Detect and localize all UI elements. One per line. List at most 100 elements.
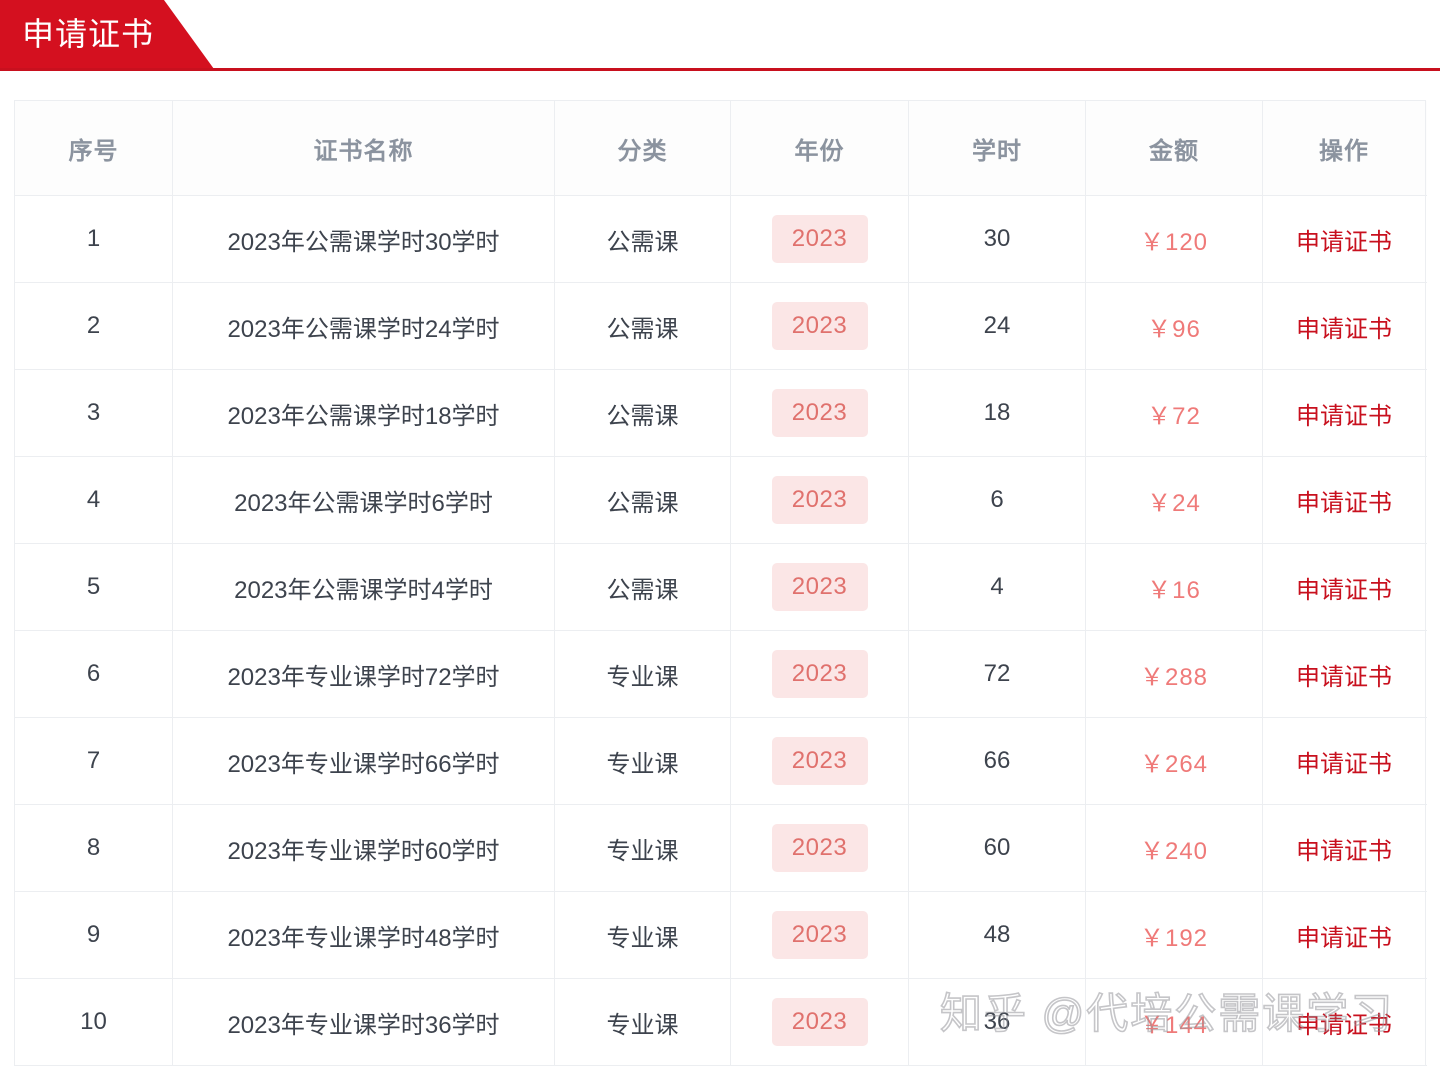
certificate-table: 序号 证书名称 分类 年份 学时 金额 操作 1 2023年公需课学时30学时 … xyxy=(14,100,1427,1066)
apply-certificate-link[interactable]: 申请证书 xyxy=(1296,837,1392,865)
cell-category: 公需课 xyxy=(555,196,731,282)
table-row: 7 2023年专业课学时66学时 专业课 2023 66 ￥264 申请证书 xyxy=(15,718,1427,805)
page-title: 申请证书 xyxy=(22,16,155,52)
cell-name: 2023年专业课学时72学时 xyxy=(173,631,555,717)
cell-year: 2023 xyxy=(731,892,909,978)
cell-hours: 24 xyxy=(909,283,1086,369)
year-badge: 2023 xyxy=(771,911,868,959)
cell-index: 8 xyxy=(15,805,173,891)
cell-category: 专业课 xyxy=(555,979,731,1065)
table-row: 9 2023年专业课学时48学时 专业课 2023 48 ￥192 申请证书 xyxy=(15,892,1427,979)
amount-text: ￥240 xyxy=(1139,837,1209,865)
cell-name: 2023年公需课学时6学时 xyxy=(173,457,555,543)
cell-hours: 18 xyxy=(909,370,1086,456)
cell-name: 2023年专业课学时66学时 xyxy=(173,718,555,804)
cell-amount: ￥192 xyxy=(1086,892,1263,978)
column-header-year: 年份 xyxy=(731,101,909,195)
cell-amount: ￥240 xyxy=(1086,805,1263,891)
cell-action: 申请证书 xyxy=(1263,196,1426,282)
apply-certificate-link[interactable]: 申请证书 xyxy=(1296,315,1392,343)
column-header-name: 证书名称 xyxy=(173,101,555,195)
cell-index: 7 xyxy=(15,718,173,804)
amount-text: ￥264 xyxy=(1139,750,1209,778)
table-row: 10 2023年专业课学时36学时 专业课 2023 36 ￥144 申请证书 xyxy=(15,979,1427,1066)
amount-text: ￥144 xyxy=(1139,1011,1209,1039)
cell-action: 申请证书 xyxy=(1263,457,1426,543)
year-badge: 2023 xyxy=(771,215,868,263)
column-header-category: 分类 xyxy=(555,101,731,195)
cell-amount: ￥144 xyxy=(1086,979,1263,1065)
cell-hours: 36 xyxy=(909,979,1086,1065)
apply-certificate-link[interactable]: 申请证书 xyxy=(1296,228,1392,256)
cell-category: 专业课 xyxy=(555,631,731,717)
cell-hours: 60 xyxy=(909,805,1086,891)
cell-index: 2 xyxy=(15,283,173,369)
cell-index: 3 xyxy=(15,370,173,456)
amount-text: ￥16 xyxy=(1147,576,1201,604)
table-row: 2 2023年公需课学时24学时 公需课 2023 24 ￥96 申请证书 xyxy=(15,283,1427,370)
year-badge: 2023 xyxy=(771,389,868,437)
cell-action: 申请证书 xyxy=(1263,631,1426,717)
amount-text: ￥24 xyxy=(1147,489,1201,517)
cell-hours: 66 xyxy=(909,718,1086,804)
table-row: 1 2023年公需课学时30学时 公需课 2023 30 ￥120 申请证书 xyxy=(15,196,1427,283)
amount-text: ￥192 xyxy=(1139,924,1209,952)
amount-text: ￥288 xyxy=(1139,663,1209,691)
apply-certificate-link[interactable]: 申请证书 xyxy=(1296,663,1392,691)
apply-certificate-link[interactable]: 申请证书 xyxy=(1296,576,1392,604)
cell-category: 专业课 xyxy=(555,805,731,891)
cell-index: 5 xyxy=(15,544,173,630)
cell-year: 2023 xyxy=(731,718,909,804)
cell-year: 2023 xyxy=(731,457,909,543)
cell-name: 2023年公需课学时30学时 xyxy=(173,196,555,282)
column-header-amount: 金额 xyxy=(1086,101,1263,195)
cell-category: 公需课 xyxy=(555,457,731,543)
cell-category: 专业课 xyxy=(555,718,731,804)
cell-amount: ￥120 xyxy=(1086,196,1263,282)
cell-action: 申请证书 xyxy=(1263,370,1426,456)
column-header-index: 序号 xyxy=(15,101,173,195)
cell-amount: ￥288 xyxy=(1086,631,1263,717)
cell-action: 申请证书 xyxy=(1263,544,1426,630)
table-row: 8 2023年专业课学时60学时 专业课 2023 60 ￥240 申请证书 xyxy=(15,805,1427,892)
cell-year: 2023 xyxy=(731,631,909,717)
cell-category: 公需课 xyxy=(555,370,731,456)
cell-index: 9 xyxy=(15,892,173,978)
apply-certificate-link[interactable]: 申请证书 xyxy=(1296,924,1392,952)
cell-amount: ￥264 xyxy=(1086,718,1263,804)
cell-year: 2023 xyxy=(731,805,909,891)
cell-index: 4 xyxy=(15,457,173,543)
amount-text: ￥120 xyxy=(1139,228,1209,256)
table-header-row: 序号 证书名称 分类 年份 学时 金额 操作 xyxy=(15,101,1427,196)
cell-name: 2023年专业课学时48学时 xyxy=(173,892,555,978)
cell-year: 2023 xyxy=(731,283,909,369)
apply-certificate-link[interactable]: 申请证书 xyxy=(1296,402,1392,430)
cell-year: 2023 xyxy=(731,370,909,456)
apply-certificate-link[interactable]: 申请证书 xyxy=(1296,489,1392,517)
year-badge: 2023 xyxy=(771,650,868,698)
table-row: 5 2023年公需课学时4学时 公需课 2023 4 ￥16 申请证书 xyxy=(15,544,1427,631)
amount-text: ￥96 xyxy=(1147,315,1201,343)
page-header-banner: 申请证书 xyxy=(0,0,1440,72)
cell-name: 2023年专业课学时36学时 xyxy=(173,979,555,1065)
cell-hours: 72 xyxy=(909,631,1086,717)
year-badge: 2023 xyxy=(771,476,868,524)
cell-hours: 6 xyxy=(909,457,1086,543)
cell-action: 申请证书 xyxy=(1263,805,1426,891)
cell-category: 公需课 xyxy=(555,544,731,630)
apply-certificate-link[interactable]: 申请证书 xyxy=(1296,1011,1392,1039)
apply-certificate-link[interactable]: 申请证书 xyxy=(1296,750,1392,778)
year-badge: 2023 xyxy=(771,737,868,785)
year-badge: 2023 xyxy=(771,302,868,350)
amount-text: ￥72 xyxy=(1147,402,1201,430)
table-row: 3 2023年公需课学时18学时 公需课 2023 18 ￥72 申请证书 xyxy=(15,370,1427,457)
cell-action: 申请证书 xyxy=(1263,892,1426,978)
cell-name: 2023年公需课学时24学时 xyxy=(173,283,555,369)
cell-category: 公需课 xyxy=(555,283,731,369)
cell-hours: 4 xyxy=(909,544,1086,630)
year-badge: 2023 xyxy=(771,824,868,872)
cell-amount: ￥72 xyxy=(1086,370,1263,456)
cell-index: 6 xyxy=(15,631,173,717)
cell-amount: ￥96 xyxy=(1086,283,1263,369)
